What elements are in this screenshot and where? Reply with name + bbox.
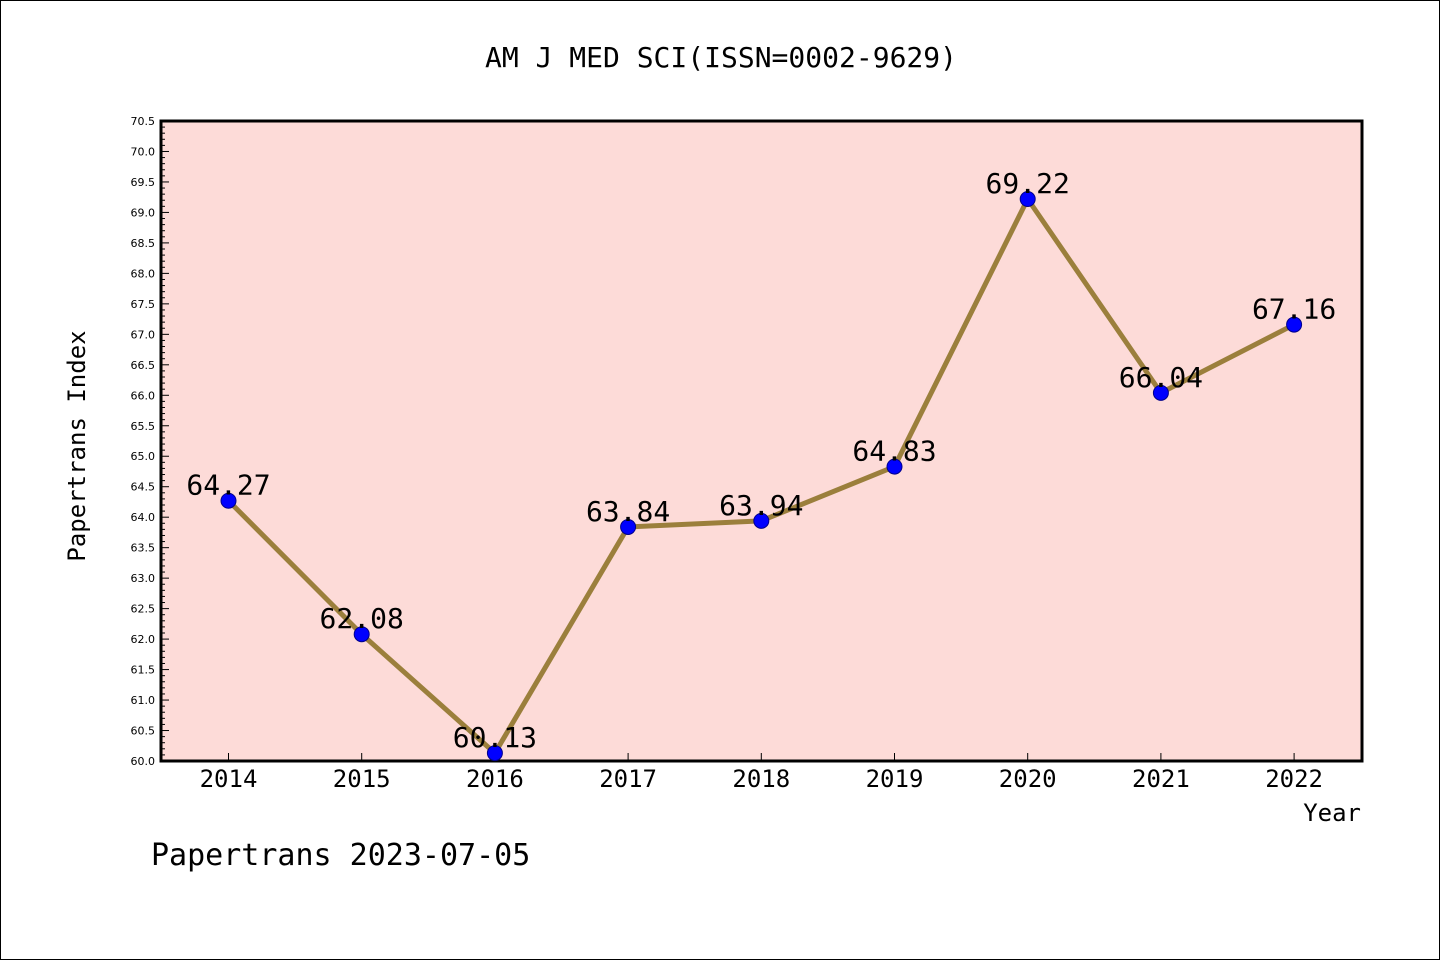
data-point — [1019, 191, 1036, 208]
x-tick-label: 2019 — [866, 765, 924, 793]
series-line-segment — [1025, 196, 1164, 396]
x-axis-label: Year — [1303, 799, 1361, 827]
series-line-segment — [625, 518, 764, 530]
data-label: 66.04 — [1119, 361, 1203, 394]
data-point — [1286, 316, 1303, 333]
data-label: 64.83 — [852, 435, 936, 468]
y-axis-label: Papertrans Index — [63, 330, 91, 561]
y-tick-label: 61.5 — [131, 664, 156, 677]
y-tick-label: 62.5 — [131, 603, 156, 616]
y-axis: 60.0 60.5 61.0 61.5 62.0 62.5 63.0 63.5 64.0 64.5… — [131, 115, 169, 768]
x-tick-label: 2017 — [599, 765, 657, 793]
x-tick-label: 2016 — [466, 765, 524, 793]
x-axis: 2014 2015 2016 2017 2018 2019 2020 2021 2022 — [200, 753, 1323, 793]
series-points-group — [220, 191, 1303, 762]
series-line-segment — [492, 524, 631, 756]
data-label: 60.13 — [453, 721, 537, 754]
y-tick-label: 66.0 — [131, 389, 156, 402]
y-tick-label: 62.0 — [131, 633, 156, 646]
data-point — [220, 492, 237, 509]
footer-text: Papertrans 2023-07-05 — [151, 838, 530, 873]
y-tick-label: 61.0 — [131, 694, 156, 707]
data-point — [353, 626, 370, 643]
data-label: 67.16 — [1252, 293, 1336, 326]
y-tick-label: 65.5 — [131, 420, 156, 433]
x-tick-label: 2022 — [1265, 765, 1323, 793]
data-label: 62.08 — [320, 602, 404, 635]
plot-area — [159, 119, 1364, 763]
data-point — [753, 512, 770, 529]
data-label: 69.22 — [986, 167, 1070, 200]
series-line-group — [226, 196, 1297, 756]
y-tick-label: 60.5 — [131, 725, 156, 738]
series-line-segment — [892, 196, 1031, 470]
series-line-segment — [359, 631, 498, 756]
x-tick-label: 2021 — [1132, 765, 1190, 793]
series-line-segment — [758, 464, 897, 524]
y-tick-label: 63.0 — [131, 572, 156, 585]
y-tick-label: 64.5 — [131, 481, 156, 494]
data-label: 63.84 — [586, 495, 670, 528]
data-label: 63.94 — [719, 489, 803, 522]
series-line-segment — [1158, 322, 1297, 396]
y-tick-label: 66.5 — [131, 359, 156, 372]
y-tick-label: 69.5 — [131, 176, 156, 189]
data-point — [486, 745, 503, 762]
y-tick-label: 60.0 — [131, 755, 156, 768]
y-tick-label: 67.0 — [131, 328, 156, 341]
y-tick-label: 68.0 — [131, 267, 156, 280]
y-tick-label: 63.5 — [131, 542, 156, 555]
y-tick-label: 64.0 — [131, 511, 156, 524]
y-tick-label: 69.0 — [131, 206, 156, 219]
data-labels-group: 64.27 62.08 60.13 63.84 63.94 64.83 69.22 66.04… — [186, 167, 1336, 754]
y-tick-label: 68.5 — [131, 237, 156, 250]
x-tick-label: 2018 — [732, 765, 790, 793]
data-point — [620, 518, 637, 535]
chart-title: AM J MED SCI(ISSN=0002-9629) — [485, 41, 957, 74]
y-tick-label: 67.5 — [131, 298, 156, 311]
data-label: 64.27 — [186, 469, 270, 502]
data-point — [886, 458, 903, 475]
x-tick-label: 2014 — [200, 765, 258, 793]
y-tick-label: 70.5 — [131, 115, 156, 128]
y-tick-label: 70.0 — [131, 145, 156, 158]
y-tick-label: 65.0 — [131, 450, 156, 463]
x-tick-label: 2015 — [333, 765, 391, 793]
x-tick-label: 2020 — [999, 765, 1057, 793]
series-line-segment — [226, 498, 365, 637]
data-point — [1152, 384, 1169, 401]
